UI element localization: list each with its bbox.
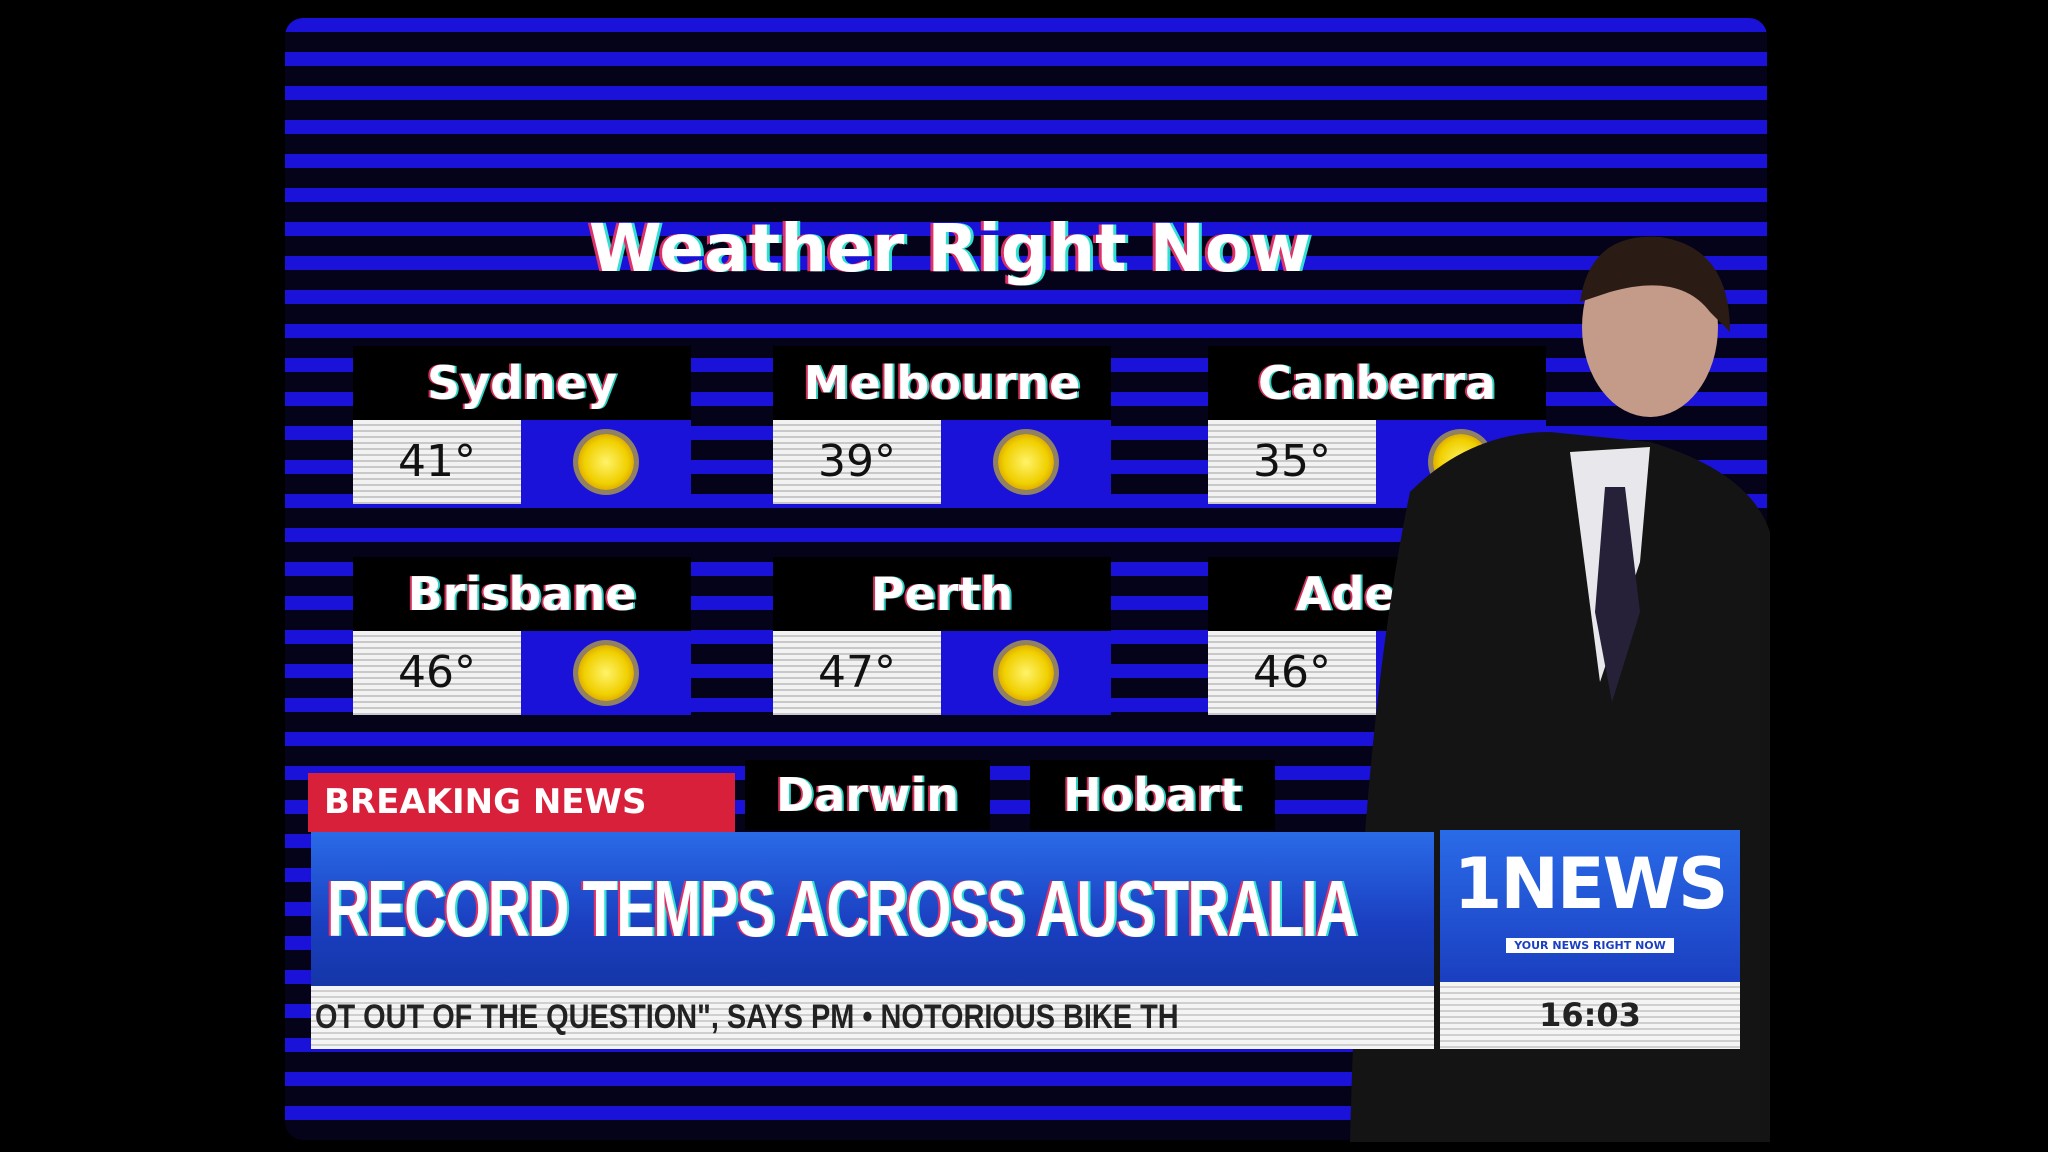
sun-icon bbox=[998, 434, 1054, 490]
city-card-darwin: Darwin bbox=[745, 760, 990, 830]
city-card-hobart: Hobart bbox=[1030, 760, 1275, 830]
city-temp: 35° bbox=[1208, 420, 1376, 504]
news-logo: 1NEWS YOUR NEWS RIGHT NOW bbox=[1440, 830, 1740, 982]
clock: 16:03 bbox=[1440, 982, 1740, 1049]
city-temp: 46° bbox=[1208, 631, 1376, 715]
sun-icon bbox=[998, 645, 1054, 701]
headline-text: RECORD TEMPS ACROSS AUSTRALIA bbox=[327, 864, 1358, 953]
ticker-text: OT OUT OF THE QUESTION", SAYS PM • NOTOR… bbox=[315, 998, 1179, 1036]
city-temp: 39° bbox=[773, 420, 941, 504]
city-card-sydney: Sydney 41° bbox=[353, 346, 691, 508]
city-name: Canberra bbox=[1208, 346, 1546, 420]
city-name: Perth bbox=[773, 557, 1111, 631]
city-name: Hobart bbox=[1030, 760, 1275, 830]
sun-icon bbox=[578, 645, 634, 701]
city-card-brisbane: Brisbane 46° bbox=[353, 557, 691, 719]
city-name: Sydney bbox=[353, 346, 691, 420]
city-name: Darwin bbox=[745, 760, 990, 830]
city-card-melbourne: Melbourne 39° bbox=[773, 346, 1111, 508]
sun-icon bbox=[578, 434, 634, 490]
headline-banner: RECORD TEMPS ACROSS AUSTRALIA bbox=[311, 832, 1434, 986]
breaking-news-label: BREAKING NEWS bbox=[308, 773, 735, 832]
city-card-perth: Perth 47° bbox=[773, 557, 1111, 719]
news-ticker: OT OUT OF THE QUESTION", SAYS PM • NOTOR… bbox=[311, 986, 1434, 1049]
city-name: Melbourne bbox=[773, 346, 1111, 420]
city-temp: 47° bbox=[773, 631, 941, 715]
logo-tagline: YOUR NEWS RIGHT NOW bbox=[1506, 938, 1674, 953]
city-temp: 46° bbox=[353, 631, 521, 715]
city-name: Brisbane bbox=[353, 557, 691, 631]
page-title: Weather Right Now bbox=[588, 210, 1312, 287]
city-temp: 41° bbox=[353, 420, 521, 504]
logo-text: 1NEWS bbox=[1453, 843, 1729, 925]
